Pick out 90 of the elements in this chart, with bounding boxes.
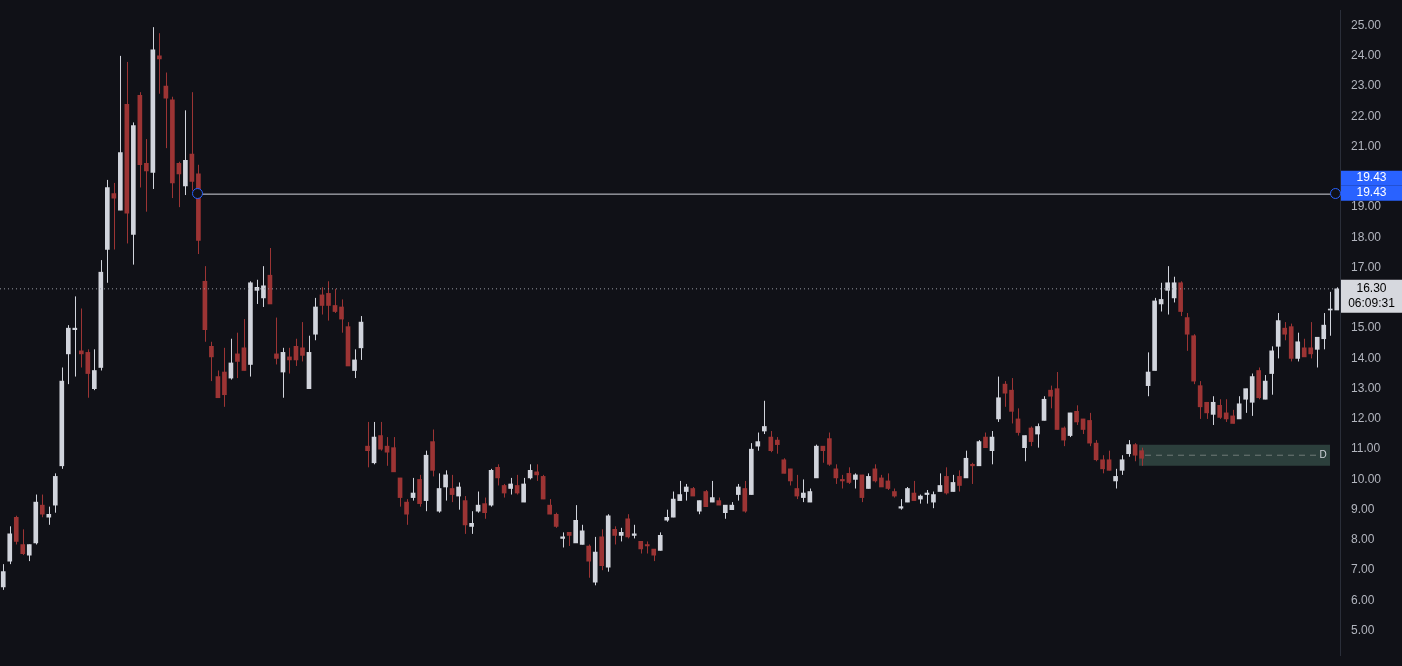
y-tick-label: 9.00 bbox=[1351, 501, 1375, 516]
candlestick bbox=[332, 288, 338, 314]
candlestick bbox=[1262, 374, 1268, 400]
candlestick bbox=[768, 430, 774, 453]
candlestick bbox=[1119, 454, 1125, 476]
candlestick bbox=[1139, 447, 1144, 467]
y-tick-label: 6.00 bbox=[1351, 592, 1375, 607]
candlestick bbox=[1132, 442, 1138, 462]
candlestick bbox=[261, 265, 266, 308]
candlestick bbox=[1061, 425, 1066, 447]
candlestick bbox=[586, 543, 592, 579]
candlestick bbox=[456, 481, 461, 511]
candlestick bbox=[657, 531, 663, 552]
candlestick bbox=[235, 332, 240, 379]
ref-line-label: 19.43 bbox=[1356, 185, 1387, 200]
candlestick bbox=[46, 506, 52, 526]
candlestick bbox=[579, 524, 585, 545]
candlestick bbox=[91, 348, 97, 391]
candlestick bbox=[755, 432, 761, 452]
candlestick bbox=[352, 348, 357, 379]
y-tick-label: 11.00 bbox=[1351, 441, 1381, 456]
candlestick bbox=[742, 480, 748, 514]
candlestick bbox=[1165, 265, 1170, 316]
candlestick bbox=[0, 563, 6, 591]
candlestick bbox=[1074, 404, 1079, 426]
y-tick-label: 18.00 bbox=[1351, 229, 1382, 244]
candlestick bbox=[1269, 345, 1275, 396]
text: 19.43 bbox=[1356, 170, 1387, 185]
y-tick-label: 13.00 bbox=[1351, 380, 1382, 395]
candlestick bbox=[970, 462, 975, 485]
candlestick bbox=[339, 298, 344, 334]
y-tick-label: 15.00 bbox=[1351, 320, 1382, 335]
candlestick bbox=[274, 317, 279, 365]
y-tick-label: 14.00 bbox=[1351, 350, 1382, 365]
candlestick bbox=[521, 477, 526, 503]
candlestick bbox=[443, 469, 448, 502]
candlestick bbox=[625, 513, 631, 539]
candlestick bbox=[644, 540, 650, 555]
candlestick bbox=[573, 504, 579, 544]
y-tick-label: 23.00 bbox=[1351, 78, 1382, 93]
candlestick bbox=[495, 463, 500, 486]
candlestick bbox=[761, 400, 767, 435]
ref-line-label: 16.30 bbox=[1356, 281, 1387, 296]
candlestick bbox=[378, 421, 383, 452]
candlestick bbox=[1100, 454, 1105, 474]
candlestick bbox=[475, 491, 481, 514]
candlestick bbox=[326, 280, 331, 322]
candlestick bbox=[482, 497, 487, 520]
candlestick bbox=[1295, 332, 1301, 362]
candlestick bbox=[39, 494, 45, 518]
candlestick bbox=[404, 498, 409, 526]
candlestick bbox=[1106, 450, 1112, 471]
y-tick-label: 22.00 bbox=[1351, 108, 1382, 123]
text: 06:09:31 bbox=[1348, 296, 1396, 311]
y-tick-label: 8.00 bbox=[1351, 532, 1375, 547]
candlestick bbox=[1282, 321, 1288, 341]
y-tick-label: 21.00 bbox=[1351, 138, 1382, 153]
candlestick bbox=[449, 474, 455, 503]
candlestick bbox=[384, 436, 390, 467]
candlestick bbox=[1113, 468, 1118, 489]
candlestick bbox=[469, 510, 474, 535]
y-tick-label: 24.00 bbox=[1351, 48, 1382, 63]
candlestick bbox=[801, 478, 806, 503]
candlestick bbox=[222, 347, 227, 408]
candlestick bbox=[1035, 422, 1040, 449]
y-tick-label: 17.00 bbox=[1351, 259, 1382, 274]
candlestick bbox=[1243, 388, 1249, 414]
candlestick bbox=[1009, 377, 1014, 424]
candlestick bbox=[209, 341, 214, 382]
candlestick bbox=[300, 321, 305, 362]
y-tick-label: 25.00 bbox=[1351, 17, 1382, 32]
candlestick bbox=[1048, 385, 1053, 409]
candlestick bbox=[1217, 398, 1222, 420]
band-label: D bbox=[1319, 448, 1327, 460]
candlestick bbox=[1236, 395, 1242, 420]
y-tick-label: 7.00 bbox=[1351, 562, 1375, 577]
candlestick bbox=[944, 466, 949, 496]
y-tick-label: 5.00 bbox=[1351, 623, 1375, 637]
candlestick bbox=[144, 138, 149, 213]
y-tick-label: 19.00 bbox=[1351, 199, 1382, 214]
y-tick-label: 10.00 bbox=[1351, 471, 1382, 486]
candlestick bbox=[996, 376, 1001, 423]
candlestick bbox=[937, 472, 943, 493]
candlestick bbox=[20, 528, 26, 556]
candlestick bbox=[1087, 412, 1092, 447]
candlestick bbox=[957, 469, 962, 493]
y-tick-label: 12.00 bbox=[1351, 411, 1382, 426]
candlestick bbox=[1022, 435, 1027, 462]
candlestick bbox=[612, 525, 618, 545]
candlestick bbox=[365, 421, 370, 468]
